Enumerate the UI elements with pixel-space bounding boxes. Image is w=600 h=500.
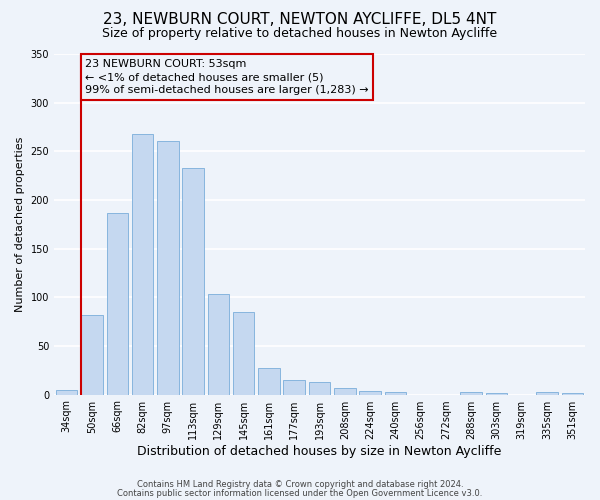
Text: 23 NEWBURN COURT: 53sqm
← <1% of detached houses are smaller (5)
99% of semi-det: 23 NEWBURN COURT: 53sqm ← <1% of detache… bbox=[85, 59, 368, 96]
Bar bbox=[208, 294, 229, 394]
Text: Size of property relative to detached houses in Newton Aycliffe: Size of property relative to detached ho… bbox=[103, 28, 497, 40]
Bar bbox=[562, 392, 583, 394]
Text: 23, NEWBURN COURT, NEWTON AYCLIFFE, DL5 4NT: 23, NEWBURN COURT, NEWTON AYCLIFFE, DL5 … bbox=[103, 12, 497, 28]
Bar bbox=[258, 368, 280, 394]
Bar bbox=[182, 168, 204, 394]
Bar bbox=[283, 380, 305, 394]
Bar bbox=[81, 315, 103, 394]
Bar bbox=[334, 388, 356, 394]
Bar bbox=[132, 134, 153, 394]
Bar bbox=[107, 212, 128, 394]
Bar bbox=[56, 390, 77, 394]
Bar bbox=[385, 392, 406, 394]
Bar bbox=[359, 390, 381, 394]
Text: Contains HM Land Registry data © Crown copyright and database right 2024.: Contains HM Land Registry data © Crown c… bbox=[137, 480, 463, 489]
Bar bbox=[536, 392, 558, 394]
Text: Contains public sector information licensed under the Open Government Licence v3: Contains public sector information licen… bbox=[118, 489, 482, 498]
Y-axis label: Number of detached properties: Number of detached properties bbox=[15, 136, 25, 312]
Bar bbox=[486, 392, 507, 394]
Bar bbox=[460, 392, 482, 394]
Bar bbox=[233, 312, 254, 394]
X-axis label: Distribution of detached houses by size in Newton Aycliffe: Distribution of detached houses by size … bbox=[137, 444, 502, 458]
Bar bbox=[309, 382, 330, 394]
Bar bbox=[157, 140, 179, 394]
